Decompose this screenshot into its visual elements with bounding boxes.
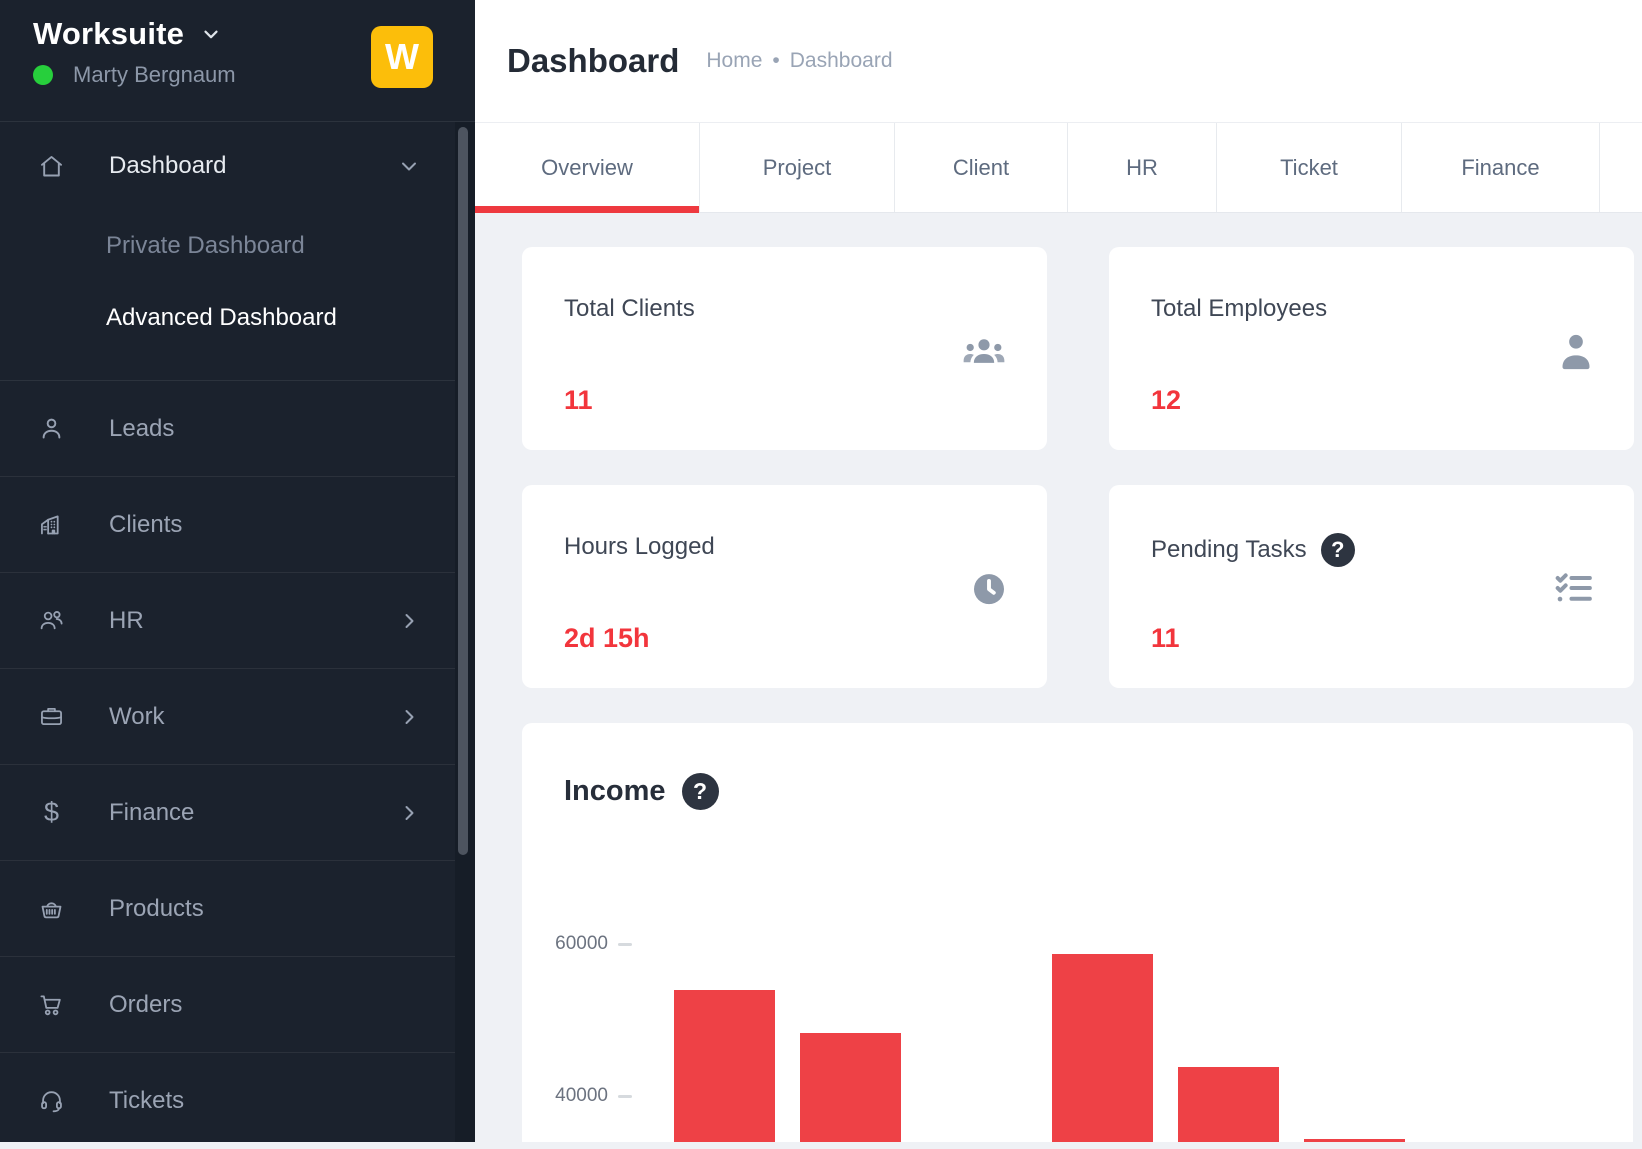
tab-client[interactable]: Client — [895, 123, 1068, 212]
main-area: Dashboard Home • Dashboard Overview Proj… — [475, 0, 1642, 1142]
user-name: Marty Bergnaum — [73, 62, 236, 87]
stat-card-value: 11 — [1151, 623, 1180, 653]
sidebar-item-leads[interactable]: Leads — [0, 381, 455, 477]
chevron-down-icon — [200, 23, 222, 45]
online-status-dot — [33, 65, 53, 85]
help-icon[interactable]: ? — [681, 773, 719, 810]
total-clients-card: Total Clients 11 — [522, 247, 1047, 450]
basket-icon — [38, 895, 65, 922]
sidebar-item-hr[interactable]: HR — [0, 573, 455, 669]
tab-partial[interactable] — [1600, 123, 1642, 212]
sidebar-item-private-dashboard[interactable]: Private Dashboard — [106, 232, 305, 259]
stat-card-row-1: Total Clients 11 Total Employees 12 — [522, 247, 1642, 450]
stat-card-value: 11 — [564, 385, 593, 415]
cart-icon — [38, 991, 65, 1018]
user-status-row: Marty Bergnaum — [33, 62, 236, 88]
sidebar-item-orders[interactable]: Orders — [0, 957, 455, 1053]
income-chart: 60000 40000 — [522, 723, 1633, 1142]
tab-finance[interactable]: Finance — [1402, 123, 1600, 212]
income-bar — [800, 1032, 901, 1142]
sidebar-item-clients[interactable]: Clients — [0, 477, 455, 573]
sidebar-item-finance[interactable]: $ Finance — [0, 765, 455, 861]
tab-ticket[interactable]: Ticket — [1217, 123, 1402, 212]
sidebar-item-label: HR — [109, 606, 144, 634]
sidebar-item-label: Orders — [109, 990, 183, 1018]
briefcase-icon — [38, 703, 65, 730]
dashboard-tabbar: Overview Project Client HR Ticket Financ… — [475, 122, 1642, 213]
income-bar — [1178, 1067, 1279, 1142]
chevron-right-icon — [397, 609, 421, 633]
sidebar-item-dashboard[interactable]: Dashboard — [0, 122, 455, 210]
breadcrumb-current: Dashboard — [789, 49, 893, 72]
people-icon — [38, 607, 65, 634]
income-bar — [1304, 1139, 1405, 1142]
income-section-title: Income ? — [564, 773, 719, 810]
tab-hr[interactable]: HR — [1068, 123, 1217, 212]
person-solid-icon — [1558, 329, 1594, 373]
sidebar-scrollbar-thumb[interactable] — [458, 127, 468, 855]
y-axis-tick-mark — [618, 1095, 632, 1098]
chevron-right-icon — [397, 801, 421, 825]
income-card: Income ? 60000 40000 — [522, 723, 1633, 1142]
breadcrumb-separator: • — [772, 49, 780, 72]
brand-name: Worksuite — [33, 16, 185, 51]
y-axis-tick-label: 60000 — [555, 933, 608, 954]
workspace-dropdown[interactable]: Worksuite — [33, 16, 222, 52]
stat-card-title: Total Employees — [1151, 295, 1328, 322]
sidebar-item-work[interactable]: Work — [0, 669, 455, 765]
tab-project[interactable]: Project — [700, 123, 895, 212]
breadcrumb-home[interactable]: Home — [706, 49, 763, 72]
income-title-text: Income — [564, 775, 666, 807]
stat-card-value: 12 — [1151, 385, 1182, 415]
dashboard-menu-group: Dashboard Private Dashboard Advanced Das… — [0, 122, 455, 381]
sidebar: Worksuite Marty Bergnaum W Dashboard — [0, 0, 475, 1142]
income-bar — [1052, 953, 1153, 1142]
sidebar-item-advanced-dashboard[interactable]: Advanced Dashboard — [106, 304, 337, 331]
y-axis-tick-mark — [618, 943, 632, 946]
sidebar-item-label: Work — [109, 702, 165, 730]
chevron-down-icon — [397, 154, 421, 178]
overview-content: Total Clients 11 Total Employees 12 Hour… — [475, 213, 1642, 1142]
building-icon — [38, 511, 65, 538]
app-logo: W — [371, 26, 433, 88]
stat-card-title: Total Clients — [564, 295, 695, 322]
app-logo-letter: W — [385, 36, 419, 77]
sidebar-menu: Dashboard Private Dashboard Advanced Das… — [0, 122, 455, 1149]
sidebar-item-label: Leads — [109, 414, 175, 442]
users-group-icon — [961, 331, 1007, 371]
sidebar-item-label: Dashboard — [109, 152, 227, 179]
income-bar — [674, 989, 775, 1142]
sidebar-item-tickets[interactable]: Tickets — [0, 1053, 455, 1149]
stat-card-title: Pending Tasks ? — [1151, 533, 1355, 567]
sidebar-item-products[interactable]: Products — [0, 861, 455, 957]
breadcrumb: Home • Dashboard — [706, 49, 892, 73]
stat-card-title-text: Pending Tasks — [1151, 536, 1307, 563]
pending-tasks-card: Pending Tasks ? 11 — [1109, 485, 1634, 688]
help-icon[interactable]: ? — [1320, 533, 1355, 567]
stat-card-row-2: Hours Logged 2d 15h Pending Tasks ? 11 — [522, 485, 1642, 688]
sidebar-item-label: Products — [109, 894, 204, 922]
hours-logged-card: Hours Logged 2d 15h — [522, 485, 1047, 688]
clock-icon — [971, 571, 1007, 607]
y-axis-tick-label: 40000 — [555, 1085, 608, 1106]
person-icon — [38, 415, 65, 442]
headset-icon — [38, 1088, 65, 1115]
total-employees-card: Total Employees 12 — [1109, 247, 1634, 450]
sidebar-item-label: Clients — [109, 510, 183, 538]
tab-overview[interactable]: Overview — [475, 123, 700, 213]
sidebar-header: Worksuite Marty Bergnaum W — [0, 0, 475, 122]
home-icon — [38, 153, 65, 180]
dollar-icon: $ — [43, 797, 60, 827]
sidebar-item-label: Finance — [109, 798, 195, 826]
stat-card-value: 2d 15h — [564, 623, 650, 653]
sidebar-item-label: Tickets — [109, 1087, 185, 1114]
chevron-right-icon — [397, 705, 421, 729]
page-title: Dashboard — [507, 42, 680, 79]
checklist-icon — [1554, 572, 1594, 606]
stat-card-title: Hours Logged — [564, 533, 715, 560]
page-header: Dashboard Home • Dashboard — [475, 0, 1642, 122]
